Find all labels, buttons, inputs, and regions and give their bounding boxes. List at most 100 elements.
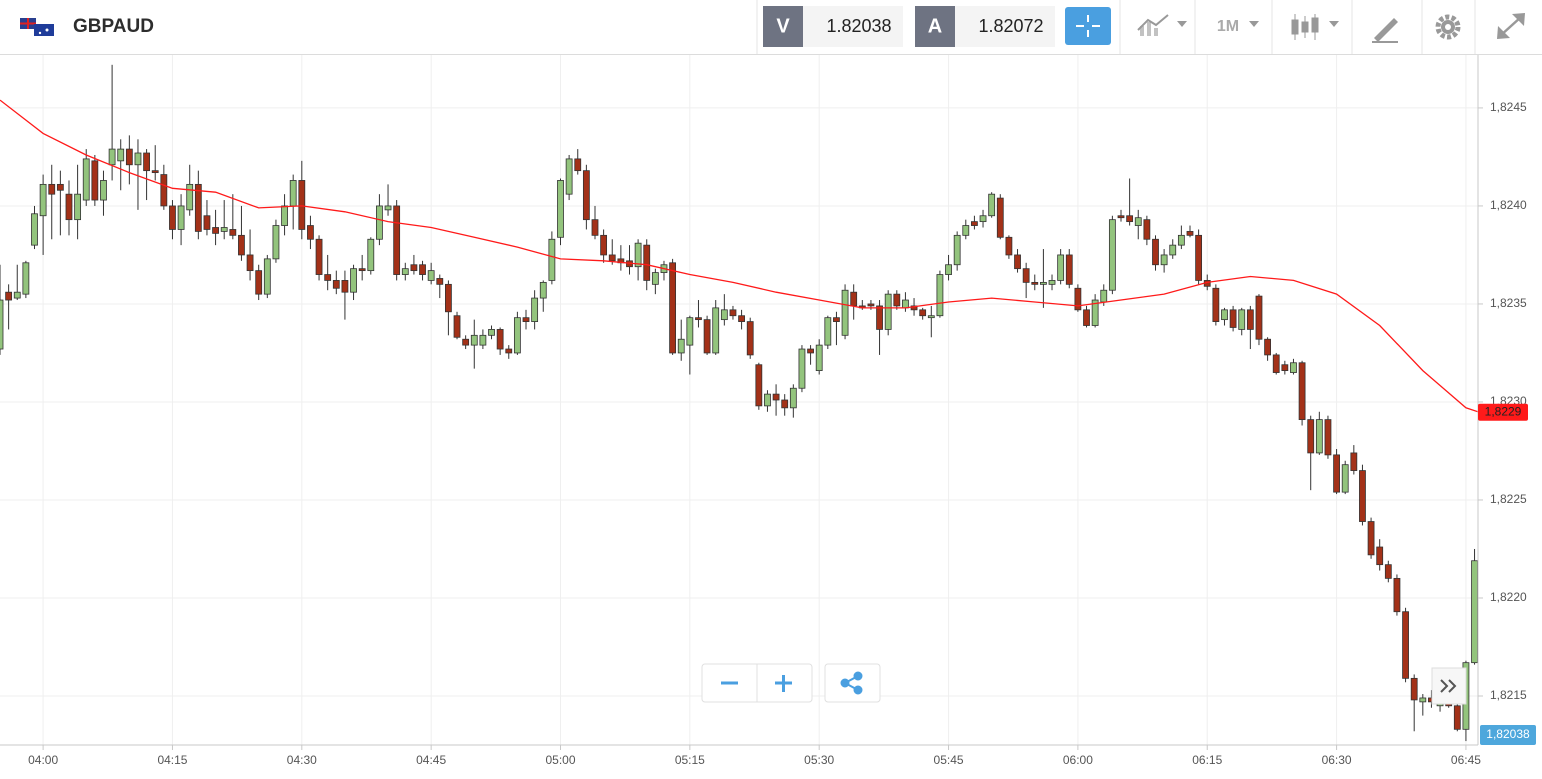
candle-body (1341, 464, 1349, 493)
candle-body (1410, 677, 1418, 701)
candle-body (1393, 577, 1401, 613)
candle-body (1229, 309, 1237, 328)
settings-button[interactable] (1435, 14, 1461, 40)
crosshair-icon (1076, 15, 1100, 37)
candle-body (962, 225, 970, 236)
candle-body (1160, 254, 1168, 266)
candle-body (1221, 309, 1228, 321)
x-tick-label: 04:00 (28, 753, 58, 767)
candle-body (307, 225, 314, 240)
candle-body (591, 219, 599, 236)
candle-body (324, 274, 332, 281)
scroll-latest-button[interactable] (1431, 667, 1467, 705)
candle-body (1212, 287, 1220, 322)
chart-type-button[interactable] (1291, 14, 1339, 40)
candle-body (988, 193, 996, 217)
candle-body (246, 254, 254, 272)
x-tick-label: 06:30 (1322, 753, 1352, 767)
candle-body (979, 215, 987, 223)
candle-body (1419, 697, 1427, 703)
fullscreen-button[interactable] (1497, 13, 1525, 39)
candle-body (1264, 338, 1271, 356)
candle-body (1169, 244, 1177, 256)
candle-body (488, 329, 495, 336)
candle-body (833, 317, 840, 322)
candle-body (1186, 231, 1194, 236)
candle-body (5, 291, 13, 301)
candle-body (436, 278, 444, 285)
candle-body (22, 262, 30, 295)
candle-body (1134, 217, 1142, 226)
flag (20, 18, 54, 36)
timeframe-button[interactable]: 1M (1217, 18, 1259, 35)
candle-body (479, 334, 487, 346)
candle-body (1152, 238, 1159, 266)
candle-body (720, 309, 728, 321)
candle-body (384, 205, 392, 211)
candle-body (220, 227, 228, 232)
candle-body (1376, 546, 1384, 566)
candle-body (341, 280, 349, 293)
candle-body (427, 270, 435, 281)
candle-body (470, 334, 478, 346)
y-tick-label: 1,8225 (1490, 492, 1527, 506)
ask-button[interactable] (915, 6, 955, 47)
candle-body (350, 268, 357, 293)
x-tick-label: 05:15 (675, 753, 705, 767)
candle-body (31, 213, 38, 246)
bid-button[interactable] (763, 6, 803, 47)
candle-body (565, 158, 573, 195)
candle-body (927, 315, 935, 319)
x-tick-label: 06:00 (1063, 753, 1093, 767)
candle-body (764, 393, 771, 407)
indicator-button[interactable] (1137, 14, 1187, 36)
candle-body (772, 393, 780, 401)
candle-body (1108, 219, 1116, 291)
plot (0, 64, 1478, 742)
candle-body (48, 183, 56, 195)
candle-body (100, 180, 107, 201)
candle-body (910, 305, 918, 311)
candle-body (634, 242, 642, 268)
candle-body (1359, 470, 1366, 522)
y-tick-label: 1,8215 (1490, 688, 1527, 702)
candle-body (582, 170, 590, 221)
candle-body (65, 193, 73, 221)
candle-body (1298, 362, 1306, 421)
candle-body (1238, 309, 1246, 330)
share-button[interactable] (824, 663, 881, 703)
candle-body (1083, 309, 1090, 326)
x-tick-label: 06:45 (1451, 753, 1481, 767)
crosshair-button[interactable] (1065, 7, 1111, 45)
candle-body (729, 309, 737, 317)
draw-button[interactable] (1372, 18, 1398, 43)
candle-body (82, 158, 90, 201)
candle-body (1100, 289, 1108, 303)
candle-body (203, 215, 211, 230)
candle-body (557, 180, 564, 238)
candle-body (712, 307, 720, 354)
x-tick-label: 04:45 (416, 753, 446, 767)
zoom-in[interactable] (775, 675, 792, 692)
candle-body (1091, 299, 1099, 326)
candle-body (229, 229, 237, 236)
candle-body (39, 183, 47, 217)
candle-body (263, 258, 271, 295)
candle-body (367, 238, 375, 272)
candle-body (1367, 521, 1375, 556)
candle-body (1255, 295, 1263, 340)
candle-body (902, 299, 909, 309)
candle-body (651, 272, 659, 285)
candle-body (1307, 419, 1315, 454)
candle-body (125, 148, 133, 166)
candle-body (574, 158, 582, 172)
candle-body (996, 197, 1004, 238)
candle-body (1471, 560, 1478, 664)
candle-body (600, 234, 608, 256)
candle-body (1031, 281, 1039, 285)
candle-body (289, 180, 297, 207)
candle-body (1453, 705, 1461, 730)
bid-label: V (776, 15, 790, 37)
candle-body (117, 148, 125, 162)
toolbar: GBPAUD V 1.82038 A 1.82072 1M (0, 0, 1542, 55)
